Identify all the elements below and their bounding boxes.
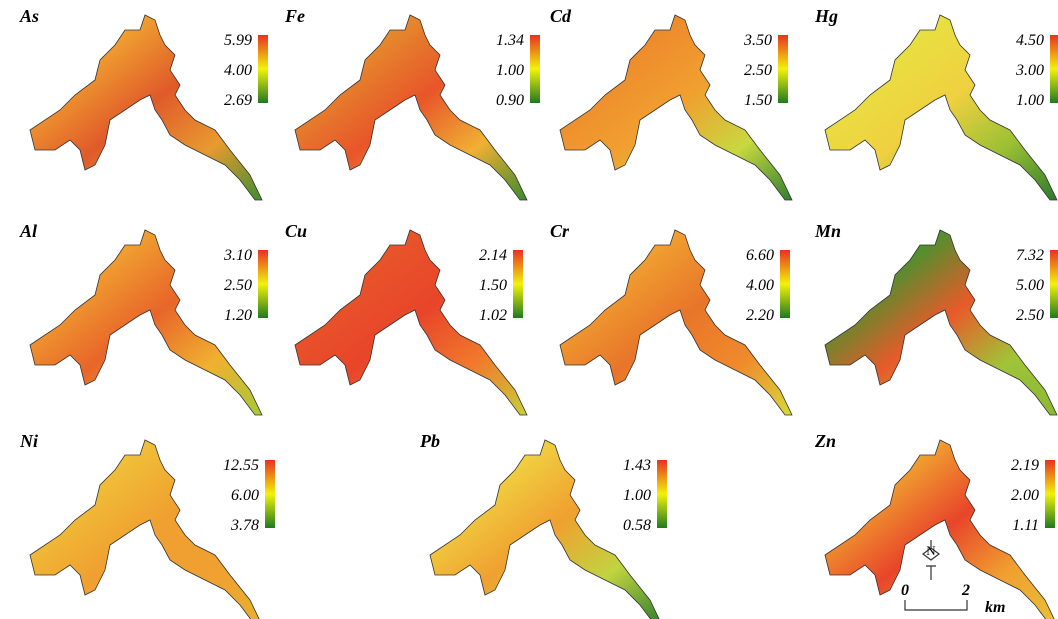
color-bar [258,250,268,318]
scale-end: 2 [961,582,970,599]
panel-label: Fe [284,6,305,26]
legend-label: 2.20 [746,307,774,324]
legend-label: 1.50 [744,92,772,109]
legend-label: 2.69 [224,92,252,109]
figure: N 0 2 km As 5.99 4.00 2.69 Fe 1.34 1.00 0.90 Cd 3… [0,0,1058,619]
legend-label: 1.43 [623,457,651,474]
panel-label: Pb [419,431,440,451]
legend-label: 1.00 [496,62,524,79]
map-panel: Fe 1.34 1.00 0.90 [284,6,540,200]
legend-label: 3.50 [743,32,772,49]
panel-label: Mn [814,221,841,241]
color-bar [657,460,667,528]
legend-label: 6.60 [746,247,774,264]
legend-label: 2.00 [1011,487,1039,504]
legend-label: 0.58 [623,517,651,534]
map-panel: Mn 7.32 5.00 2.50 [814,221,1058,415]
legend-label: 3.78 [230,517,259,534]
legend-label: 4.00 [746,277,774,294]
legend-label: 6.00 [231,487,259,504]
reservoir-map [295,15,527,200]
map-panel: Hg 4.50 3.00 1.00 [814,6,1058,200]
legend-label: 3.10 [223,247,252,264]
color-bar [1050,250,1058,318]
color-bar [1050,35,1058,103]
map-panel: Pb 1.43 1.00 0.58 [419,431,667,619]
legend-label: 1.00 [623,487,651,504]
legend-label: 2.14 [479,247,507,264]
map-panel: Ni 12.55 6.00 3.78 [19,431,275,619]
legend-label: 2.50 [1016,307,1044,324]
north-label: N [926,543,936,558]
legend-label: 2.50 [744,62,772,79]
map-panel: Cu 2.14 1.50 1.02 [285,221,527,415]
legend-label: 3.00 [1015,62,1044,79]
scale-start: 0 [901,582,909,599]
legend-label: 2.19 [1011,457,1039,474]
panel-label: Cd [550,6,572,26]
panel-label: Hg [814,6,838,26]
panel-label: Cu [285,221,307,241]
legend-label: 4.00 [224,62,252,79]
map-panel: Cr 6.60 4.00 2.20 [550,221,792,415]
map-panel: Zn 2.19 2.00 1.11 [814,431,1057,619]
legend-label: 1.02 [479,307,507,324]
panel-label: Zn [814,431,836,451]
color-bar [265,460,275,528]
map-panel: As 5.99 4.00 2.69 [19,6,268,200]
legend-label: 2.50 [224,277,252,294]
legend-label: 1.50 [479,277,507,294]
panel-label: Al [19,221,37,241]
color-bar [513,250,523,318]
color-bar [258,35,268,103]
legend-label: 1.34 [496,32,524,49]
color-bar [780,250,790,318]
color-bar [1045,460,1055,528]
legend-label: 1.20 [224,307,252,324]
panel-label: As [19,6,39,26]
panel-label: Ni [19,431,38,451]
legend-label: 0.90 [496,92,524,109]
map-panel: Al 3.10 2.50 1.20 [19,221,268,415]
legend-label: 12.55 [223,457,259,474]
color-bar [778,35,788,103]
map-panel: Cd 3.50 2.50 1.50 [550,6,792,200]
legend-label: 1.11 [1012,517,1039,534]
legend-label: 7.32 [1016,247,1044,264]
color-bar [530,35,540,103]
legend-label: 5.99 [224,32,252,49]
panel-label: Cr [550,221,570,241]
legend-label: 5.00 [1016,277,1044,294]
legend-label: 1.00 [1016,92,1044,109]
legend-label: 4.50 [1016,32,1044,49]
scale-unit: km [985,599,1005,616]
